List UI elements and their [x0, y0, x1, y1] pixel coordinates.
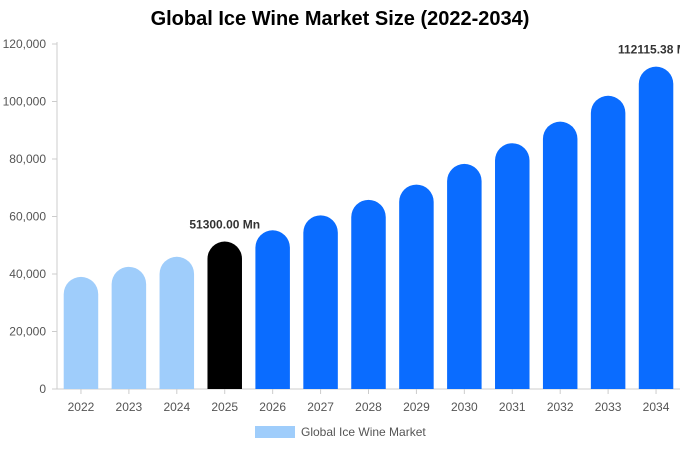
bar-2030[interactable] — [447, 163, 482, 389]
bars — [63, 66, 674, 390]
y-axis: 0 20,000 40,000 60,000 80,000 100,000 120,000 — [3, 37, 58, 396]
bar-2029[interactable] — [399, 184, 434, 389]
bar-2023[interactable] — [111, 266, 147, 389]
x-tick-label: 2031 — [499, 400, 526, 414]
y-tick-label: 0 — [39, 382, 46, 396]
x-tick-label: 2030 — [451, 400, 478, 414]
bar-2028[interactable] — [351, 199, 386, 389]
y-tick-label: 20,000 — [9, 325, 46, 339]
y-tick-label: 60,000 — [9, 210, 46, 224]
bar-2031[interactable] — [495, 143, 530, 389]
x-tick-label: 2034 — [643, 400, 670, 414]
x-tick-label: 2023 — [116, 400, 143, 414]
legend[interactable]: Global Ice Wine Market — [255, 425, 426, 439]
bar-2027[interactable] — [303, 215, 338, 389]
x-axis: 2022 2023 2024 2025 2026 2027 2028 2029 2030 2031… — [57, 388, 680, 414]
bar-2032[interactable] — [542, 121, 578, 390]
x-tick-label: 2032 — [547, 400, 574, 414]
bar-2026[interactable] — [255, 230, 290, 389]
y-tick-label: 100,000 — [3, 95, 47, 109]
data-label-2025: 51300.00 Mn — [189, 218, 260, 232]
y-tick-label: 120,000 — [3, 37, 47, 51]
bar-2022[interactable] — [63, 276, 99, 389]
y-tick-label: 80,000 — [9, 152, 46, 166]
x-tick-label: 2024 — [163, 400, 190, 414]
x-tick-label: 2029 — [403, 400, 430, 414]
x-tick-label: 2027 — [307, 400, 334, 414]
data-label-2034: 112115.38 Mn — [618, 43, 680, 57]
bar-2034[interactable] — [638, 66, 674, 390]
chart-title: Global Ice Wine Market Size (2022-2034) — [150, 8, 530, 30]
x-tick-label: 2033 — [595, 400, 622, 414]
legend-label: Global Ice Wine Market — [301, 425, 426, 439]
y-tick-label: 40,000 — [9, 267, 46, 281]
legend-swatch — [255, 426, 295, 438]
data-labels: 51300.00 Mn 112115.38 Mn — [189, 43, 680, 232]
x-tick-label: 2025 — [211, 400, 238, 414]
x-tick-label: 2028 — [355, 400, 382, 414]
x-tick-label: 2026 — [259, 400, 286, 414]
bar-2033[interactable] — [590, 95, 626, 390]
x-tick-label: 2022 — [68, 400, 95, 414]
bar-2024[interactable] — [159, 256, 195, 389]
bar-2025[interactable] — [207, 241, 242, 389]
